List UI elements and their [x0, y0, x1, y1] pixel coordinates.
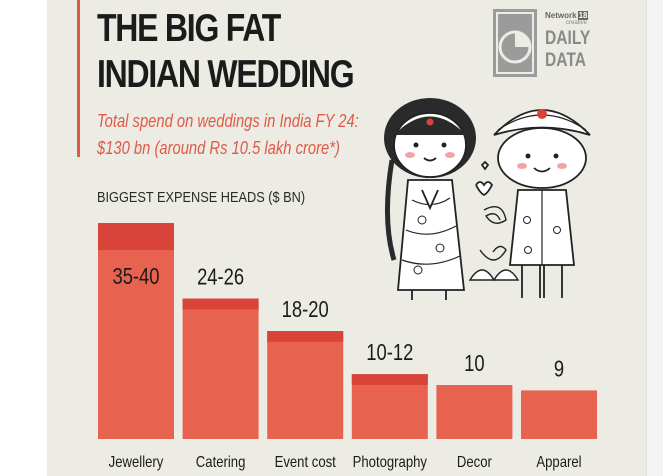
- data-label: 18-20: [282, 297, 329, 322]
- network-sub: creative: [566, 20, 588, 26]
- page-margin: [646, 0, 663, 476]
- x-tick-label: Decor: [457, 454, 492, 471]
- data-label: 10-12: [366, 340, 413, 365]
- x-tick-label: Jewellery: [109, 454, 164, 471]
- x-tick-label: Apparel: [536, 454, 581, 471]
- groom-figure: [493, 109, 591, 298]
- x-tick-label: Event cost: [275, 454, 336, 471]
- hearts-decoration: [468, 160, 520, 282]
- data-label: 35-40: [112, 264, 159, 289]
- network-number: 18: [577, 11, 589, 20]
- data-label: 9: [554, 357, 564, 382]
- subtitle-line-2: $130 bn (around Rs 10.5 lakh crore*): [97, 138, 340, 158]
- chart-subtitle: Total spend on weddings in India FY 24: …: [97, 108, 359, 162]
- subtitle-line-1: Total spend on weddings in India FY 24:: [97, 111, 359, 131]
- network18-logo: Network 18: [545, 11, 589, 20]
- data-label: 10: [464, 351, 484, 376]
- title-line-2: INDIAN WEDDING: [97, 53, 355, 96]
- bride-groom-illustration: [372, 90, 612, 310]
- logo-line-2: DATA: [545, 50, 586, 71]
- title-line-1: THE BIG FAT: [97, 7, 281, 50]
- bar-catering: [182, 298, 259, 439]
- bar-range-jewellery: [98, 223, 174, 250]
- bar-range-event-cost: [267, 331, 344, 342]
- daily-data-logo: DAILY DATA: [545, 28, 590, 72]
- bar-decor: [436, 385, 513, 439]
- bar-range-photography: [351, 374, 428, 385]
- pie-clock-icon: [493, 9, 543, 84]
- network-text: Network: [545, 11, 577, 20]
- x-tick-label: Photography: [353, 454, 428, 471]
- x-tick-label: Catering: [196, 454, 246, 471]
- chart-title: THE BIG FAT INDIAN WEDDING: [97, 6, 355, 98]
- accent-line: [77, 0, 80, 157]
- logo-line-1: DAILY: [545, 28, 591, 49]
- bride-figure: [384, 98, 476, 300]
- bar-event-cost: [267, 331, 344, 439]
- bar-apparel: [521, 390, 597, 439]
- y-axis-label: BIGGEST EXPENSE HEADS ($ BN): [97, 189, 306, 206]
- bar-jewellery: [98, 223, 174, 439]
- data-label: 24-26: [197, 265, 244, 290]
- bar-range-catering: [182, 298, 259, 310]
